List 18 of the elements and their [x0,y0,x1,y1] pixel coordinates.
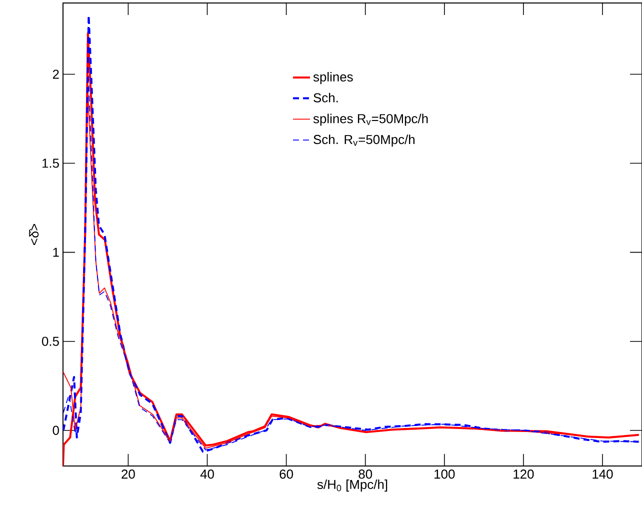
legend-label: Sch. R$_{v}$=50Mpc/h [314,134,414,147]
y-tick-label: 1.5 [42,158,59,168]
legend-label: splines R$_{v}$=50Mpc/h [313,114,428,126]
x-tick-label: 140 [592,470,613,479]
y-tick-label: 1 [53,248,59,257]
y-axis-title: <δ̂> [29,224,39,246]
y-tick-label: 2 [52,70,59,79]
y-tick-label: 0.5 [42,336,59,346]
legend-label: Sch. [314,92,338,102]
x-tick-label: 40 [200,470,214,479]
x-tick-label: 80 [358,470,372,479]
x-tick-label: 100 [434,470,455,479]
x-axis-title: s/H$_{0}$ [Mpc/h] [317,480,388,492]
x-tick-label: 60 [280,470,294,479]
legend-label: splines [313,72,353,84]
x-tick-label: 120 [514,470,534,479]
y-tick-label: 0 [52,426,59,435]
x-tick-label: 20 [122,470,135,479]
